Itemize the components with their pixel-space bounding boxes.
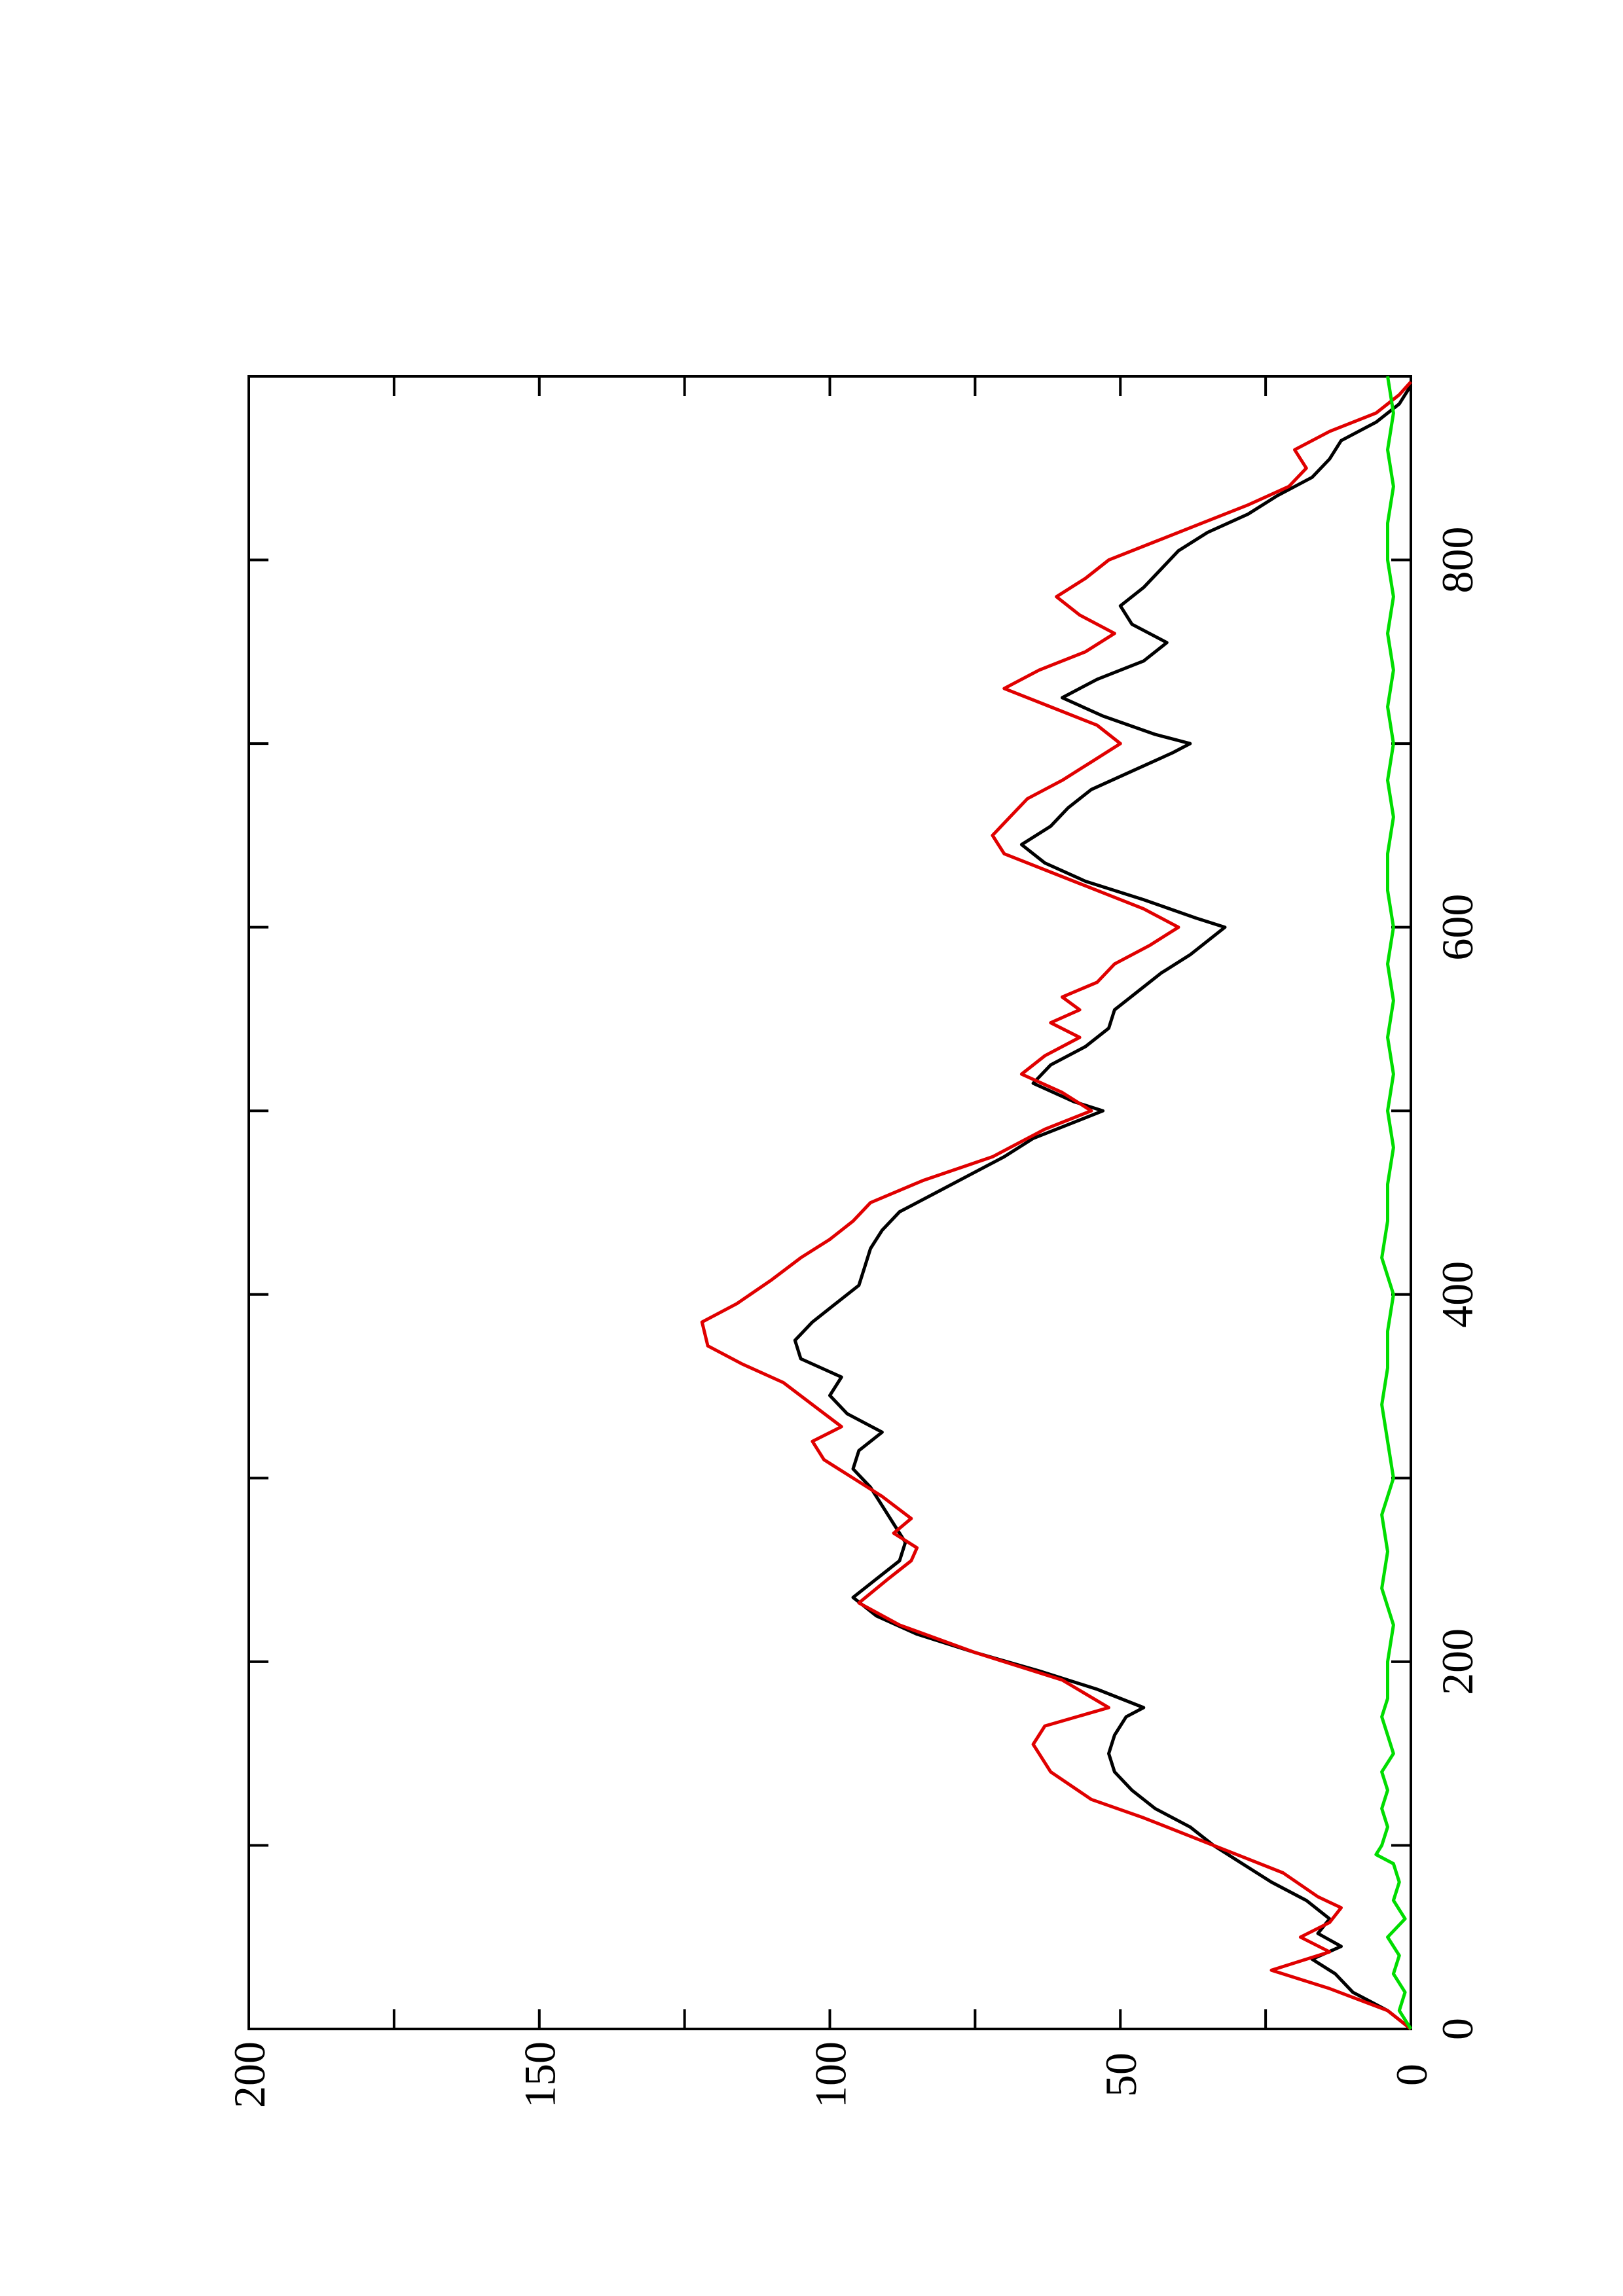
x-tick-label: 600	[1432, 894, 1482, 961]
y-tick-label: 100	[805, 2041, 855, 2108]
tick-labels: 0 200 400 600 800 0 50 100 150 200	[225, 527, 1482, 2108]
y-tick-label: 200	[225, 2041, 274, 2108]
y-tick-label: 150	[515, 2041, 565, 2108]
x-tick-label: 200	[1432, 1628, 1482, 1695]
x-tick-label: 400	[1432, 1261, 1482, 1328]
axis-ticks	[247, 376, 1412, 2030]
series-line-1	[793, 384, 1413, 2030]
series-line-3	[1374, 376, 1413, 2030]
x-tick-label: 800	[1432, 527, 1482, 594]
y-tick-label: 0	[1387, 2064, 1436, 2086]
series-line-2	[700, 380, 1412, 2030]
plot-frame	[247, 375, 1412, 2030]
plot-lines	[700, 376, 1413, 2030]
y-tick-label: 50	[1096, 2053, 1146, 2097]
x-tick-label: 0	[1432, 2018, 1482, 2040]
